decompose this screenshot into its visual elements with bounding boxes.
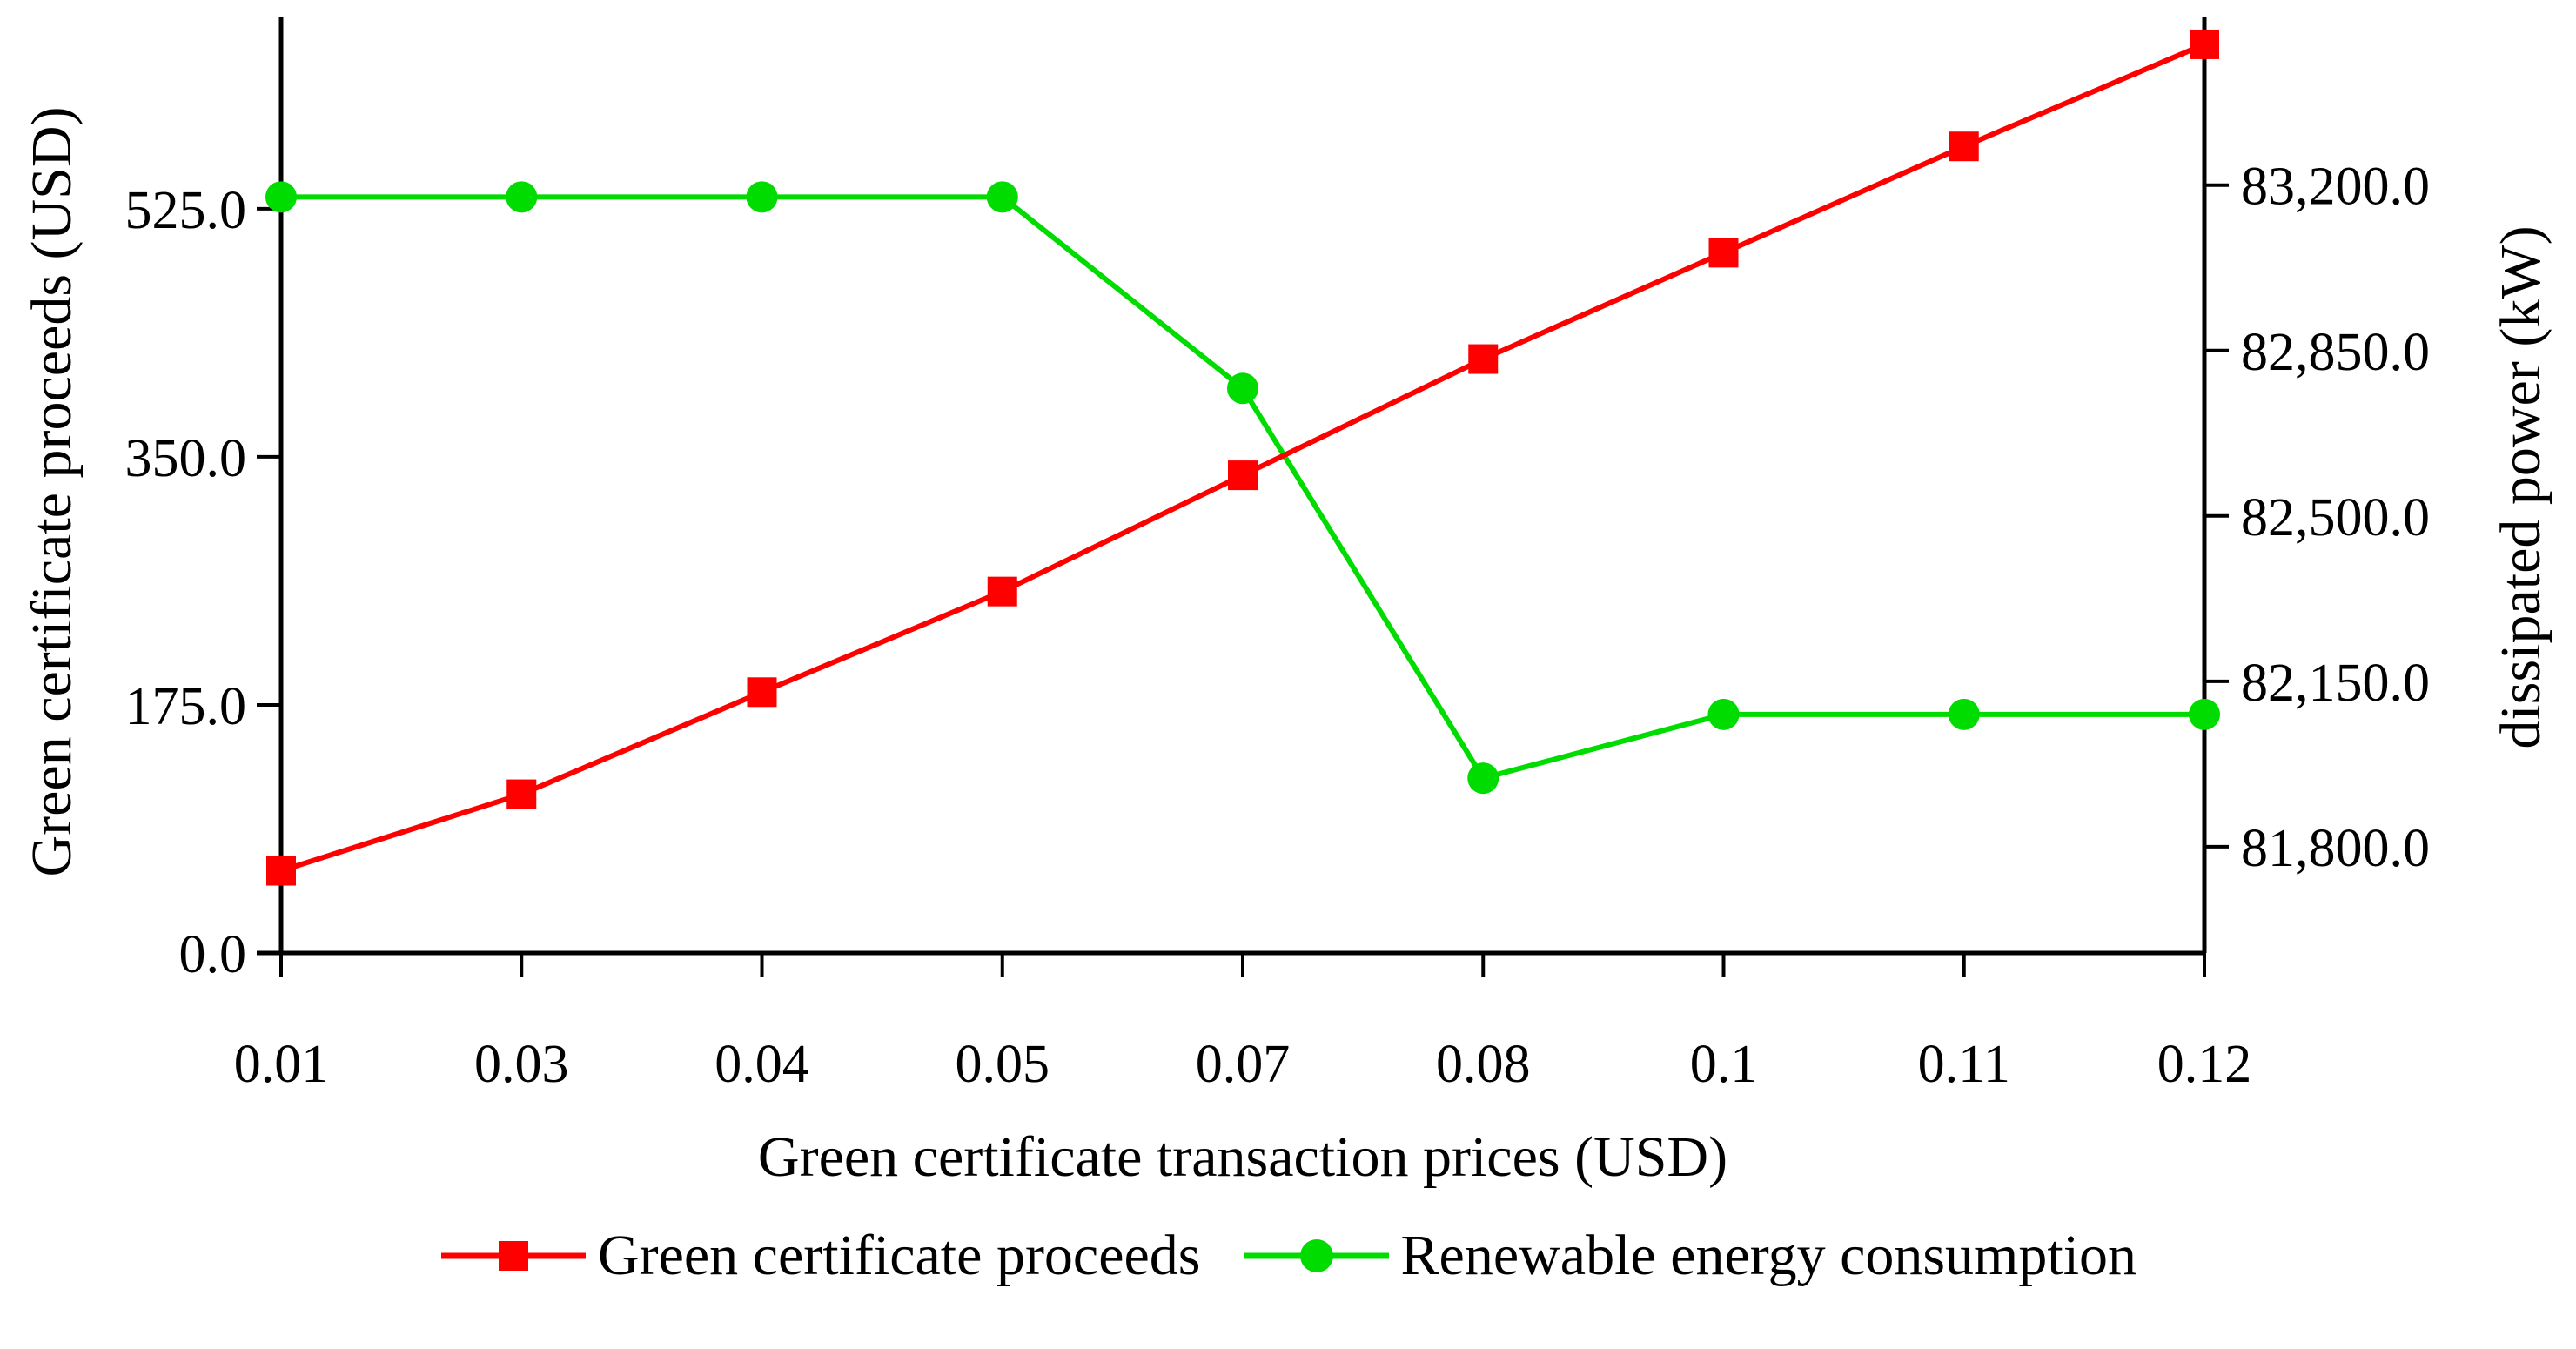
data-point-series-0 [1949,131,1979,162]
data-point-series-1 [1467,762,1499,795]
x-axis-tick-label: 0.01 [234,1035,329,1094]
x-axis-tick-label: 0.04 [714,1035,809,1094]
data-point-series-1 [1227,372,1258,405]
legend: Green certificate proceeds Renewable ene… [0,1223,2576,1289]
right-axis-title: dissipated power (kW) [2489,225,2553,749]
data-point-series-0 [1228,460,1258,491]
data-point-series-0 [987,576,1017,607]
x-axis-tick-label: 0.05 [956,1035,1050,1094]
data-point-series-0 [506,779,537,809]
x-axis-tick-label: 0.12 [2157,1035,2252,1094]
data-point-series-1 [986,181,1018,213]
data-point-series-0 [747,677,777,708]
left-axis-tick-label: 0.0 [179,925,247,984]
right-axis-tick-label: 83,200.0 [2241,158,2430,217]
data-point-series-0 [266,856,296,886]
right-axis-tick-label: 81,800.0 [2241,819,2430,878]
x-axis-tick-label: 0.1 [1690,1035,1758,1094]
data-point-series-1 [746,181,778,213]
x-axis-title: Green certificate transaction prices (US… [757,1125,1728,1189]
right-axis-tick-label: 82,150.0 [2241,654,2430,713]
right-axis-tick-label: 82,500.0 [2241,488,2430,547]
data-point-series-1 [1948,698,1980,730]
left-axis-tick-label: 525.0 [125,181,247,240]
x-axis-tick-label: 0.08 [1436,1035,1531,1094]
red-square-line-marker-icon [440,1241,586,1271]
x-axis-tick-label: 0.11 [1918,1035,2010,1094]
data-point-series-1 [1707,698,1740,730]
legend-label-proceeds: Green certificate proceeds [597,1224,1201,1287]
data-point-series-0 [2190,29,2219,59]
left-axis-tick-label: 175.0 [125,677,247,736]
data-point-series-0 [1708,238,1739,268]
legend-label-renewable: Renewable energy consumption [1400,1224,2137,1287]
legend-item-renewable: Renewable energy consumption [1243,1223,2137,1289]
legend-item-proceeds: Green certificate proceeds [439,1223,1201,1289]
x-axis-tick-label: 0.07 [1196,1035,1291,1094]
data-point-series-0 [1468,344,1499,374]
data-point-series-1 [2189,698,2220,730]
left-axis-title: Green certificate proceeds (USD) [20,106,84,877]
left-axis-tick-label: 350.0 [125,429,247,488]
green-circle-line-marker-icon [1244,1239,1389,1272]
data-point-series-1 [265,181,297,213]
data-point-series-1 [506,181,538,213]
x-axis-tick-label: 0.03 [474,1035,569,1094]
series-line-0 [280,42,2206,874]
right-axis-tick-label: 82,850.0 [2241,323,2430,382]
